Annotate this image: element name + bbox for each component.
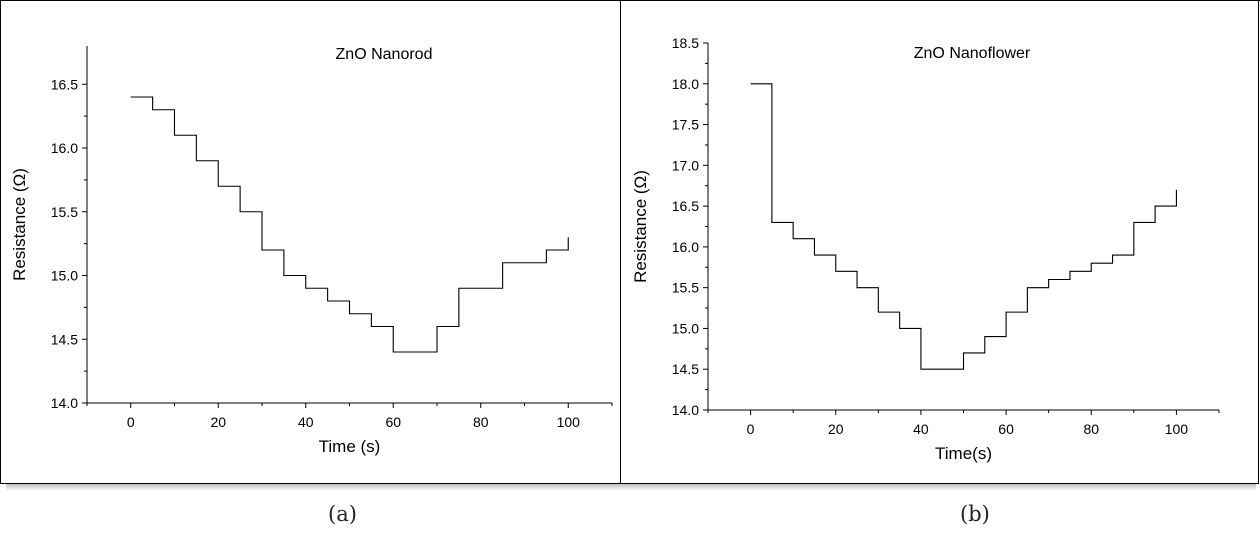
chart-0-title: ZnO Nanorod: [336, 46, 433, 63]
chart-0-y-tick-label: 15.0: [51, 268, 78, 284]
chart-panel-a: 14.0 14.5 15.0 15.5 16.0 16.5 0 20 40 60 80 100 ZnO …: [6, 6, 616, 480]
chart-0-x-tick-label: 80: [473, 414, 489, 430]
chart-1-y-tick-label: 15.0: [672, 320, 699, 336]
chart-1-x-tick-label: 40: [913, 421, 929, 437]
chart-0-x-tick-label: 60: [385, 414, 401, 430]
chart-1-y-tick-label: 15.5: [672, 280, 699, 296]
chart-1-y-axis-title: Resistance (Ω): [631, 170, 650, 283]
frame-shadow: [6, 483, 1256, 491]
chart-0-x-tick-label: 100: [557, 414, 581, 430]
chart-0-y-axis-title: Resistance (Ω): [10, 168, 29, 281]
chart-0-x-axis-title: Time (s): [319, 437, 381, 456]
caption-a: (a): [328, 502, 357, 526]
chart-1-series-line: [750, 83, 1177, 370]
caption-b: (b): [960, 502, 990, 526]
chart-1-x-tick-label: 0: [747, 421, 755, 437]
chart-1-title: ZnO Nanoflower: [914, 45, 1031, 62]
chart-1-y-tick-label: 16.0: [672, 239, 699, 255]
chart-1-x-axis-title: Time(s): [935, 444, 992, 463]
chart-1-y-tick-label: 18.0: [672, 76, 699, 92]
frame-bottom-border: [0, 483, 1258, 484]
frame-divider: [620, 0, 621, 484]
chart-0-y-tick-label: 15.5: [51, 204, 78, 220]
chart-0-x-tick-label: 20: [210, 414, 226, 430]
frame-right-border: [1258, 0, 1259, 484]
chart-0-y-tick-label: 14.5: [51, 331, 78, 347]
chart-0-x-tick-label: 0: [127, 414, 135, 430]
frame-left-border: [0, 0, 1, 484]
frame-top-border: [0, 0, 1260, 1]
chart-0-y-tick-label: 14.0: [51, 395, 78, 411]
chart-0-series-line: [130, 96, 569, 353]
chart-1-x-tick-label: 100: [1165, 421, 1189, 437]
chart-0-y-tick-label: 16.5: [51, 76, 78, 92]
chart-1-x-tick-label: 20: [828, 421, 844, 437]
chart-1-y-tick-label: 17.0: [672, 157, 699, 173]
chart-1-x-tick-label: 60: [998, 421, 1014, 437]
chart-panel-b: 14.0 14.5 15.0 15.5 16.0 16.5 17.0 17.5 18.0 18.5…: [626, 6, 1254, 480]
chart-1-y-tick-label: 17.5: [672, 117, 699, 133]
chart-b-svg: 14.0 14.5 15.0 15.5 16.0 16.5 17.0 17.5 18.0 18.5…: [631, 35, 1220, 463]
chart-0-x-tick-label: 40: [298, 414, 314, 430]
chart-1-y-tick-label: 14.5: [672, 361, 699, 377]
chart-1-y-tick-label: 16.5: [672, 198, 699, 214]
chart-0-y-tick-label: 16.0: [51, 140, 78, 156]
chart-1-y-tick-label: 14.0: [672, 402, 699, 418]
chart-1-x-tick-label: 80: [1083, 421, 1099, 437]
chart-a-svg: 14.0 14.5 15.0 15.5 16.0 16.5 0 20 40 60 80 100 ZnO …: [10, 46, 613, 456]
figure-frame: [0, 0, 1260, 484]
chart-1-y-tick-label: 18.5: [672, 35, 699, 51]
